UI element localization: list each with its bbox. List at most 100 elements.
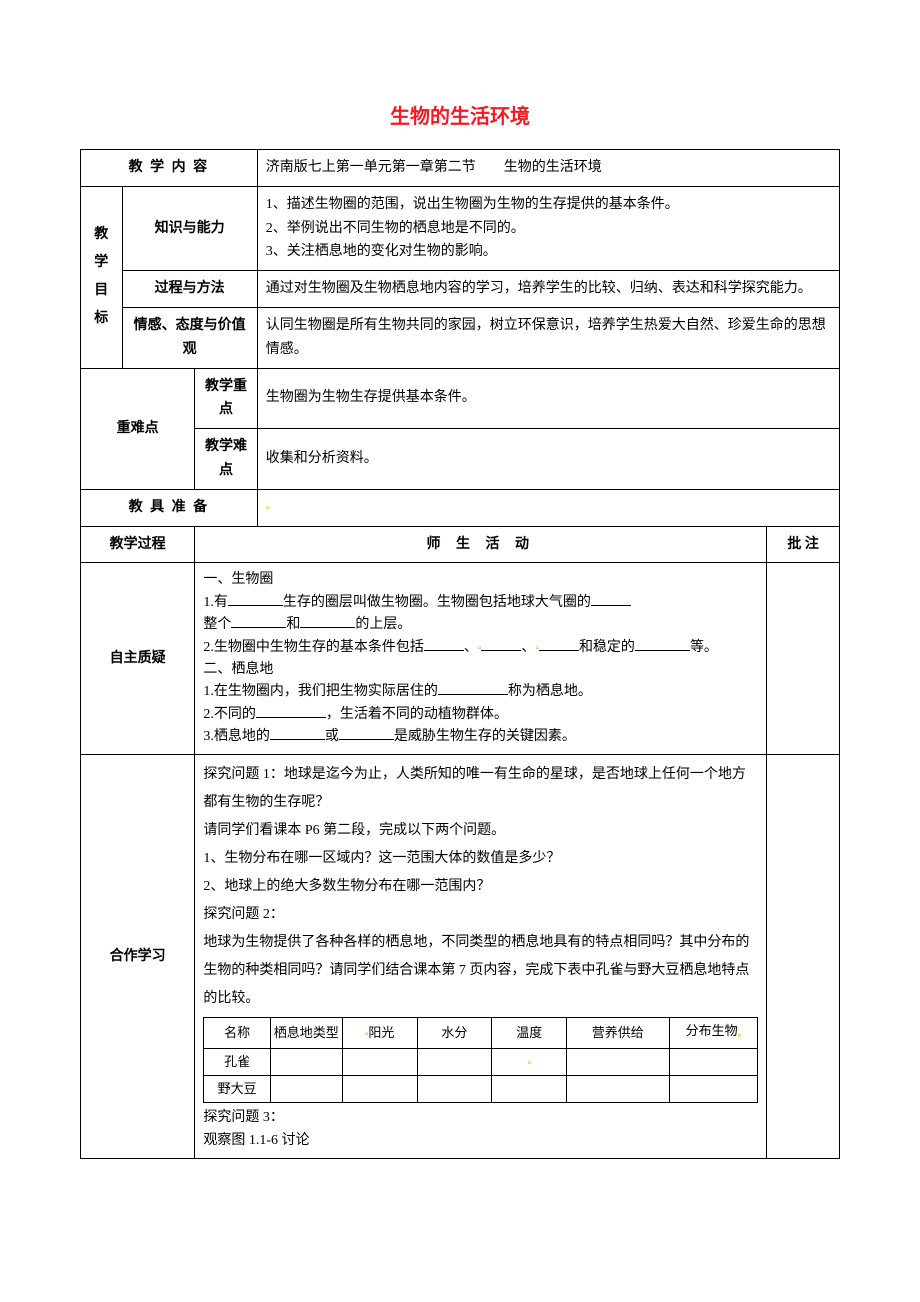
focus-label: 教学重点 <box>195 368 257 429</box>
si-1-1d: 和 <box>286 617 300 632</box>
td-cell <box>342 1076 417 1103</box>
keypoint-difficulty-row: 教学难点 收集和分析资料。 <box>81 429 840 490</box>
cooperative-row: 合作学习 探究问题 1：地球是迄今为止，人类所知的唯一有生命的星球，是否地球上任… <box>81 755 840 1159</box>
td-cell <box>669 1076 758 1103</box>
si-2-2a: 2.不同的 <box>203 707 256 722</box>
activity-col-label: 师 生 活 动 <box>195 526 767 563</box>
page-title: 生物的生活环境 <box>80 100 840 129</box>
si-1-2d: 和稳定的 <box>579 640 635 655</box>
coop-q1-sub1: 1、生物分布在哪一区域内？这一范围大体的数值是多少？ <box>203 845 758 873</box>
blank <box>635 637 690 651</box>
prep-value: ▫ <box>257 489 839 526</box>
objectives-row-label: 教学目标 <box>81 186 123 368</box>
th-sun: ▫阳光 <box>342 1018 417 1049</box>
comparison-table: 名称 栖息地类型 ▫阳光 水分 温度 营养供给 分布生物▫ 孔雀 ▫ <box>203 1017 758 1103</box>
si-2-3a: 3.栖息地的 <box>203 729 270 744</box>
td-cell <box>567 1049 669 1076</box>
th-habitat: 栖息地类型 <box>270 1018 342 1049</box>
blank <box>228 592 283 606</box>
objective-knowledge-row: 教学目标 知识与能力 1、描述生物圈的范围，说出生物圈为生物的生存提供的基本条件… <box>81 186 840 270</box>
th-temp: 温度 <box>492 1018 567 1049</box>
si-2-3c: 是威胁生物生存的关键因素。 <box>394 729 576 744</box>
td-soybean: 野大豆 <box>204 1076 270 1103</box>
lesson-plan-table: 教 学 内 容 济南版七上第一单元第一章第二节 生物的生活环境 教学目标 知识与… <box>80 149 840 1159</box>
td-peacock: 孔雀 <box>204 1049 270 1076</box>
emotion-label: 情感、态度与价值观 <box>122 307 257 368</box>
difficulty-text: 收集和分析资料。 <box>257 429 839 490</box>
si-1-2a: 2.生物圈中生物生存的基本条件包括 <box>203 640 424 655</box>
coop-q2-text: 地球为生物提供了各种各样的栖息地，不同类型的栖息地具有的特点相同吗？其中分布的生… <box>203 929 758 1013</box>
process-col-label: 教学过程 <box>81 526 195 563</box>
blank <box>591 592 631 606</box>
content-value: 济南版七上第一单元第一章第二节 生物的生活环境 <box>257 150 839 187</box>
focus-text: 生物圈为生物生存提供基本条件。 <box>257 368 839 429</box>
blank <box>300 614 355 628</box>
blank <box>438 681 508 695</box>
si-1-1e: 的上层。 <box>355 617 411 632</box>
si-2-3b: 或 <box>325 729 339 744</box>
th-dist: 分布生物▫ <box>669 1018 758 1049</box>
blank <box>231 614 286 628</box>
knowledge-text: 1、描述生物圈的范围，说出生物圈为生物的生存提供的基本条件。 2、举例说出不同生… <box>257 186 839 270</box>
td-cell: ▫ <box>492 1049 567 1076</box>
si-1-1b: 生存的圈层叫做生物圈。生物圈包括地球大气圈的 <box>283 595 591 610</box>
coop-q3-text: 观察图 1.1-6 讨论 <box>203 1130 758 1152</box>
content-row: 教 学 内 容 济南版七上第一单元第一章第二节 生物的生活环境 <box>81 150 840 187</box>
prep-row: 教 具 准 备 ▫ <box>81 489 840 526</box>
keypoint-focus-row: 重难点 教学重点 生物圈为生物生存提供基本条件。 <box>81 368 840 429</box>
process-label: 过程与方法 <box>122 271 257 308</box>
si-2-1b: 称为栖息地。 <box>508 684 592 699</box>
knowledge-label: 知识与能力 <box>122 186 257 270</box>
th-water: 水分 <box>417 1018 492 1049</box>
blank <box>539 637 579 651</box>
td-cell <box>417 1049 492 1076</box>
si-2-2b: ，生活着不同的动植物群体。 <box>326 707 508 722</box>
si-s1-title: 一、生物圈 <box>203 572 273 587</box>
th-name: 名称 <box>204 1018 270 1049</box>
self-inquiry-notes <box>767 563 840 755</box>
process-text: 通过对生物圈及生物栖息地内容的学习，培养学生的比较、归纳、表达和科学探究能力。 <box>257 271 839 308</box>
si-1-2e: 等。 <box>690 640 718 655</box>
td-cell <box>342 1049 417 1076</box>
td-cell <box>270 1076 342 1103</box>
coop-q2-title: 探究问题 2： <box>203 901 758 929</box>
coop-q1-inst: 请同学们看课本 P6 第二段，完成以下两个问题。 <box>203 817 758 845</box>
td-cell <box>270 1049 342 1076</box>
keypoints-row-label: 重难点 <box>81 368 195 489</box>
self-inquiry-row: 自主质疑 一、生物圈 1.有生存的圈层叫做生物圈。生物圈包括地球大气圈的 整个和… <box>81 563 840 755</box>
cooperative-notes <box>767 755 840 1159</box>
self-inquiry-content: 一、生物圈 1.有生存的圈层叫做生物圈。生物圈包括地球大气圈的 整个和的上层。 … <box>195 563 767 755</box>
objective-process-row: 过程与方法 通过对生物圈及生物栖息地内容的学习，培养学生的比较、归纳、表达和科学… <box>81 271 840 308</box>
blank <box>256 704 326 718</box>
td-cell <box>492 1076 567 1103</box>
activity-header-row: 教学过程 师 生 活 动 批 注 <box>81 526 840 563</box>
prep-label: 教 具 准 备 <box>81 489 258 526</box>
td-cell <box>417 1076 492 1103</box>
blank <box>270 726 325 740</box>
coop-q3-title: 探究问题 3： <box>203 1107 758 1129</box>
table-row: 孔雀 ▫ <box>204 1049 758 1076</box>
table-row: 野大豆 <box>204 1076 758 1103</box>
th-nutrition: 营养供给 <box>567 1018 669 1049</box>
table-header-row: 名称 栖息地类型 ▫阳光 水分 温度 营养供给 分布生物▫ <box>204 1018 758 1049</box>
si-1-2c: 、 <box>521 640 535 655</box>
td-cell <box>669 1049 758 1076</box>
objective-emotion-row: 情感、态度与价值观 认同生物圈是所有生物共同的家园，树立环保意识，培养学生热爱大… <box>81 307 840 368</box>
difficulty-label: 教学难点 <box>195 429 257 490</box>
notes-col-label: 批 注 <box>767 526 840 563</box>
blank <box>424 637 464 651</box>
cooperative-label: 合作学习 <box>81 755 195 1159</box>
td-cell <box>567 1076 669 1103</box>
cooperative-content: 探究问题 1：地球是迄今为止，人类所知的唯一有生命的星球，是否地球上任何一个地方… <box>195 755 767 1159</box>
si-1-2b: 、 <box>464 640 478 655</box>
self-inquiry-label: 自主质疑 <box>81 563 195 755</box>
si-s2-title: 二、栖息地 <box>203 662 273 677</box>
content-label: 教 学 内 容 <box>81 150 258 187</box>
coop-q1-title: 探究问题 1：地球是迄今为止，人类所知的唯一有生命的星球，是否地球上任何一个地方… <box>203 761 758 817</box>
blank <box>481 637 521 651</box>
si-1-1c: 整个 <box>203 617 231 632</box>
si-1-1a: 1.有 <box>203 595 228 610</box>
si-2-1a: 1.在生物圈内，我们把生物实际居住的 <box>203 684 438 699</box>
emotion-text: 认同生物圈是所有生物共同的家园，树立环保意识，培养学生热爱大自然、珍爱生命的思想… <box>257 307 839 368</box>
coop-q1-sub2: 2、地球上的绝大多数生物分布在哪一范围内？ <box>203 873 758 901</box>
